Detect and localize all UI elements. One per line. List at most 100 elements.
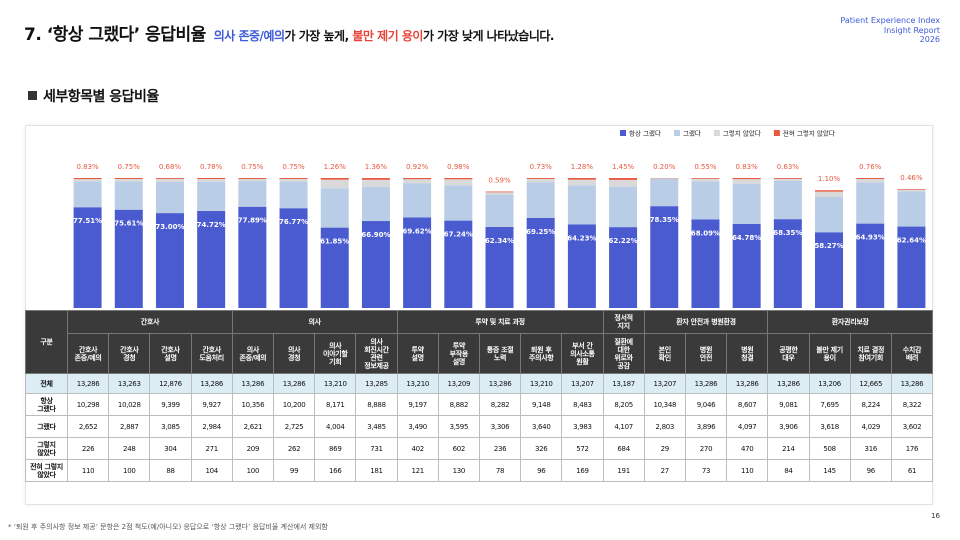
table-cell: 326 bbox=[520, 437, 563, 460]
column-header: 부서 간 의사소통 원활 bbox=[561, 333, 604, 374]
row-label: 전체 bbox=[25, 373, 68, 394]
table-cell: 3,485 bbox=[355, 415, 398, 438]
table-cell: 13,210 bbox=[520, 373, 563, 394]
subtitle-part: 가 가장 낮게 나타났습니다. bbox=[422, 29, 555, 43]
bar-segment bbox=[732, 178, 761, 180]
table-cell: 13,207 bbox=[643, 373, 686, 394]
top-value-label: 1.36% bbox=[365, 163, 388, 171]
table-cell: 13,286 bbox=[272, 373, 316, 394]
table-cell: 110 bbox=[726, 459, 769, 482]
bar-segment bbox=[197, 181, 226, 211]
bar-segment bbox=[444, 179, 473, 186]
table-cell: 8,882 bbox=[437, 393, 480, 416]
bar-segment bbox=[773, 178, 802, 179]
bar-value-label: 64.93% bbox=[856, 234, 885, 242]
column-header: 의사 경청 bbox=[272, 333, 316, 374]
bar-segment bbox=[856, 178, 885, 183]
column-header: 간호사 도움처리 bbox=[190, 333, 233, 374]
table-cell: 470 bbox=[726, 437, 769, 460]
column-header: 퇴원 후 주의사항 bbox=[520, 333, 563, 374]
table-cell: 99 bbox=[272, 459, 316, 482]
bar-segment bbox=[732, 223, 761, 308]
bar-segment bbox=[609, 227, 638, 308]
table-cell: 13,286 bbox=[684, 373, 728, 394]
bar-value-label: 62.34% bbox=[485, 237, 514, 245]
column-header: 통증 조절 노력 bbox=[478, 333, 522, 374]
legend-label: 그랬다 bbox=[683, 129, 701, 138]
subtitle-part: 의사 존중/예의 bbox=[213, 29, 285, 43]
bar-segment bbox=[856, 178, 885, 179]
table-cell: 13,286 bbox=[231, 373, 274, 394]
bar-segment bbox=[691, 178, 720, 182]
bar-value-label: 68.09% bbox=[691, 229, 720, 237]
table-cell: 214 bbox=[767, 437, 810, 460]
table-cell: 29 bbox=[643, 437, 686, 460]
table-cell: 13,286 bbox=[66, 373, 110, 394]
table-cell: 2,803 bbox=[643, 415, 686, 438]
table-cell: 104 bbox=[190, 459, 233, 482]
bar-value-label: 62.64% bbox=[897, 237, 926, 245]
table-cell: 13,286 bbox=[478, 373, 522, 394]
table-cell: 304 bbox=[149, 437, 192, 460]
bar-segment bbox=[856, 182, 885, 224]
table-cell: 100 bbox=[231, 459, 274, 482]
bar-segment bbox=[609, 179, 638, 187]
table-cell: 96 bbox=[520, 459, 563, 482]
column-header: 불만 제기 용이 bbox=[808, 333, 851, 374]
table-cell: 271 bbox=[190, 437, 233, 460]
bar-value-label: 73.00% bbox=[155, 223, 184, 231]
table-cell: 169 bbox=[561, 459, 604, 482]
column-header: 병원 청결 bbox=[726, 333, 769, 374]
bar-segment bbox=[114, 181, 143, 210]
column-row: 간호사 존중/예의 간호사 경청 간호사 설명 간호사 도움처리 의사 존중/예의 의사 … bbox=[26, 333, 934, 374]
bar-segment bbox=[567, 224, 596, 308]
group-header: 정서적 지지 bbox=[602, 310, 645, 334]
table-cell: 4,004 bbox=[314, 415, 357, 438]
bar-segment bbox=[320, 188, 349, 228]
table-cell: 3,906 bbox=[767, 415, 810, 438]
table-row: 항상 그랬다 10,298 10,028 9,399 9,927 10,356 10,200… bbox=[25, 393, 934, 416]
bar-value-label: 61.85% bbox=[320, 238, 349, 246]
bar-segment bbox=[567, 179, 596, 186]
subtitle: 의사 존중/예의가 가장 높게, 불만 제기 용이가 가장 낮게 나타났습니다. bbox=[213, 29, 555, 43]
table-body: 전체 13,286 13,263 12,876 13,286 13,286 13,286 13… bbox=[25, 373, 934, 482]
bar-segment bbox=[485, 226, 514, 308]
table-cell: 2,621 bbox=[231, 415, 274, 438]
bar-value-label: 76.77% bbox=[279, 218, 308, 226]
table-cell: 13,286 bbox=[767, 373, 810, 394]
table-cell: 13,210 bbox=[314, 373, 357, 394]
bar-segment bbox=[691, 219, 720, 308]
bar-segment bbox=[609, 178, 638, 180]
top-value-label: 0.98% bbox=[447, 163, 470, 171]
bar-segment bbox=[279, 181, 308, 209]
table-cell: 176 bbox=[890, 437, 934, 460]
report-line: Patient Experience Index bbox=[840, 16, 940, 25]
bar-segment bbox=[567, 178, 596, 180]
top-value-label: 0.78% bbox=[200, 163, 223, 171]
bar-segment bbox=[197, 178, 226, 180]
row-label: 그랬다 bbox=[25, 415, 68, 438]
bar-segment bbox=[361, 221, 390, 308]
legend-swatch bbox=[713, 130, 720, 136]
bar-value-label: 69.62% bbox=[403, 227, 432, 235]
table-cell: 100 bbox=[108, 459, 151, 482]
table-row: 전체 13,286 13,263 12,876 13,286 13,286 13,286 13… bbox=[25, 373, 934, 394]
top-value-label: 0.75% bbox=[241, 163, 264, 171]
bar-segment bbox=[815, 190, 844, 192]
bar-segment bbox=[691, 178, 720, 179]
table-cell: 88 bbox=[149, 459, 192, 482]
table-cell: 2,725 bbox=[272, 415, 316, 438]
table-cell: 8,322 bbox=[890, 393, 934, 416]
bar-segment bbox=[526, 217, 555, 308]
group-header: 간호사 bbox=[67, 310, 233, 334]
bar-segment bbox=[609, 186, 638, 228]
top-value-label: 1.26% bbox=[324, 163, 347, 171]
bar-value-label: 67.24% bbox=[444, 231, 473, 239]
column-header: 질환에 대한 위로와 공감 bbox=[602, 333, 645, 374]
top-value-label: 0.75% bbox=[118, 163, 141, 171]
table-head: 구분 간호사 의사 투약 및 치료 과정 정서적 지지 환자 안전과 병원환경 환자권리보장… bbox=[25, 310, 934, 374]
column-header: 투약 설명 bbox=[396, 333, 439, 374]
subtitle-part: 불만 제기 용이 bbox=[352, 29, 423, 43]
bar-segment bbox=[403, 217, 432, 308]
